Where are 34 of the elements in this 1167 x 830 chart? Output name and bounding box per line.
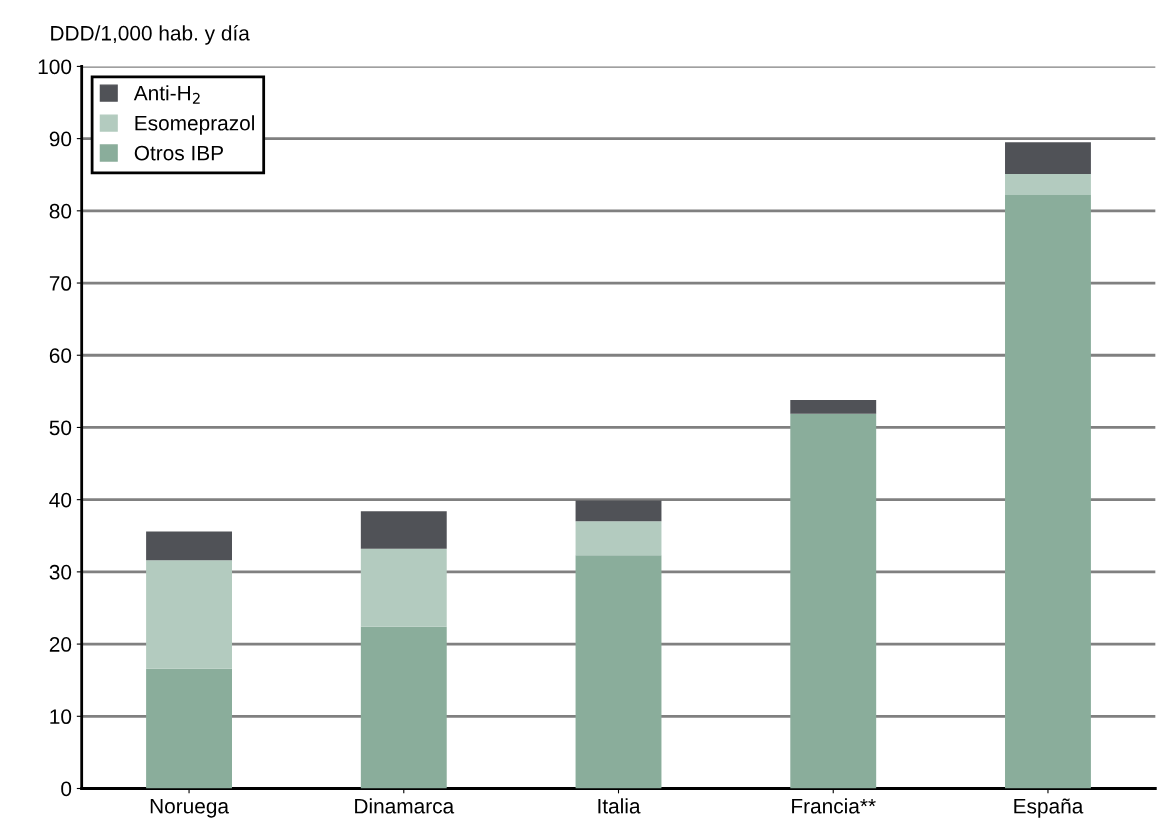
- bar: [146, 531, 232, 561]
- bar: [790, 413, 877, 789]
- bar: [1005, 194, 1091, 789]
- y-tick-label: 10: [50, 709, 72, 725]
- bar: [575, 555, 662, 789]
- y-tick-label: 40: [49, 492, 72, 508]
- x-tick-label: Noruega: [150, 798, 230, 818]
- x-tick-label: Italia: [598, 798, 641, 814]
- y-axis-title: DDD/1,000 hab. y día: [51, 25, 250, 45]
- legend-label: Otros IBP: [134, 145, 223, 161]
- bar: [360, 626, 447, 789]
- bar: [360, 548, 447, 627]
- y-tick-label: 90: [49, 131, 72, 147]
- y-tick-label: 30: [49, 564, 72, 580]
- bar: [146, 668, 232, 789]
- bar: [575, 500, 662, 522]
- legend-label: Esomeprazol: [135, 115, 254, 135]
- y-tick-label: 80: [49, 203, 72, 219]
- x-tick-label: España: [1014, 798, 1084, 818]
- y-tick-label: 20: [49, 637, 72, 652]
- y-tick-label: 0: [61, 781, 72, 797]
- y-tick-label: 100: [38, 59, 72, 75]
- legend-label: Anti-H$_{2}$: [133, 85, 200, 104]
- bar: [146, 560, 232, 669]
- bar: [575, 521, 662, 556]
- bar: [790, 400, 877, 414]
- y-tick-label: 70: [49, 276, 72, 291]
- y-tick-label: 60: [49, 348, 72, 363]
- y-tick-label: 50: [49, 420, 72, 436]
- x-tick-label: Dinamarca: [355, 798, 455, 814]
- bar: [360, 511, 447, 549]
- bar: [1005, 142, 1091, 174]
- x-tick-label: Francia**: [792, 798, 876, 814]
- bar: [1005, 173, 1091, 195]
